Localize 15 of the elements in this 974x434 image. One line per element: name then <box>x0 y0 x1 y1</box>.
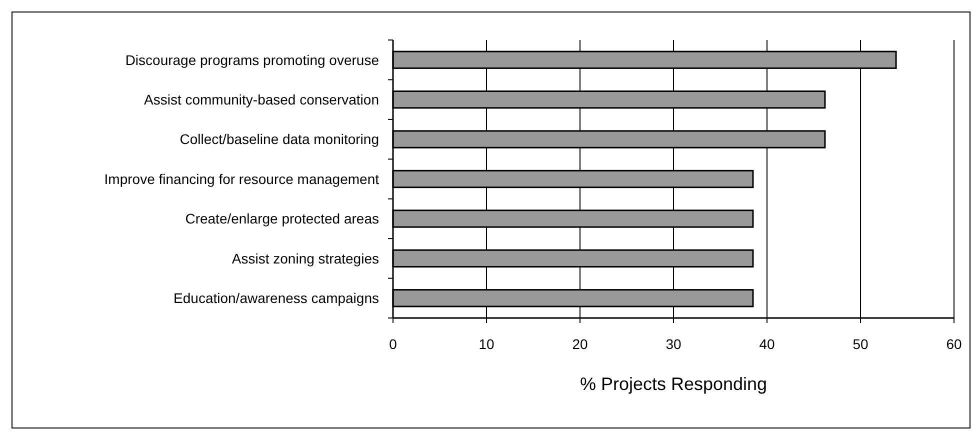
x-tick-label: 50 <box>852 336 868 352</box>
x-axis-title: % Projects Responding <box>580 374 768 394</box>
x-tick-label: 0 <box>389 336 398 352</box>
y-tick-label: Assist community-based conservation <box>144 91 379 108</box>
y-tick-label: Assist zoning strategies <box>232 250 379 266</box>
x-tick-label: 20 <box>572 336 588 352</box>
x-tick-label: 30 <box>666 336 682 352</box>
x-tick-label: 10 <box>478 336 494 352</box>
x-tick-label: 40 <box>759 336 775 352</box>
y-tick-label: Education/awareness campaigns <box>174 290 379 306</box>
y-tick-label: Discourage programs promoting overuse <box>125 52 380 68</box>
y-tick-label: Create/enlarge protected areas <box>185 210 379 227</box>
y-tick-label: Improve financing for resource management <box>104 170 380 187</box>
y-tick-label: Collect/baseline data monitoring <box>180 131 379 148</box>
x-tick-label: 60 <box>946 336 962 352</box>
